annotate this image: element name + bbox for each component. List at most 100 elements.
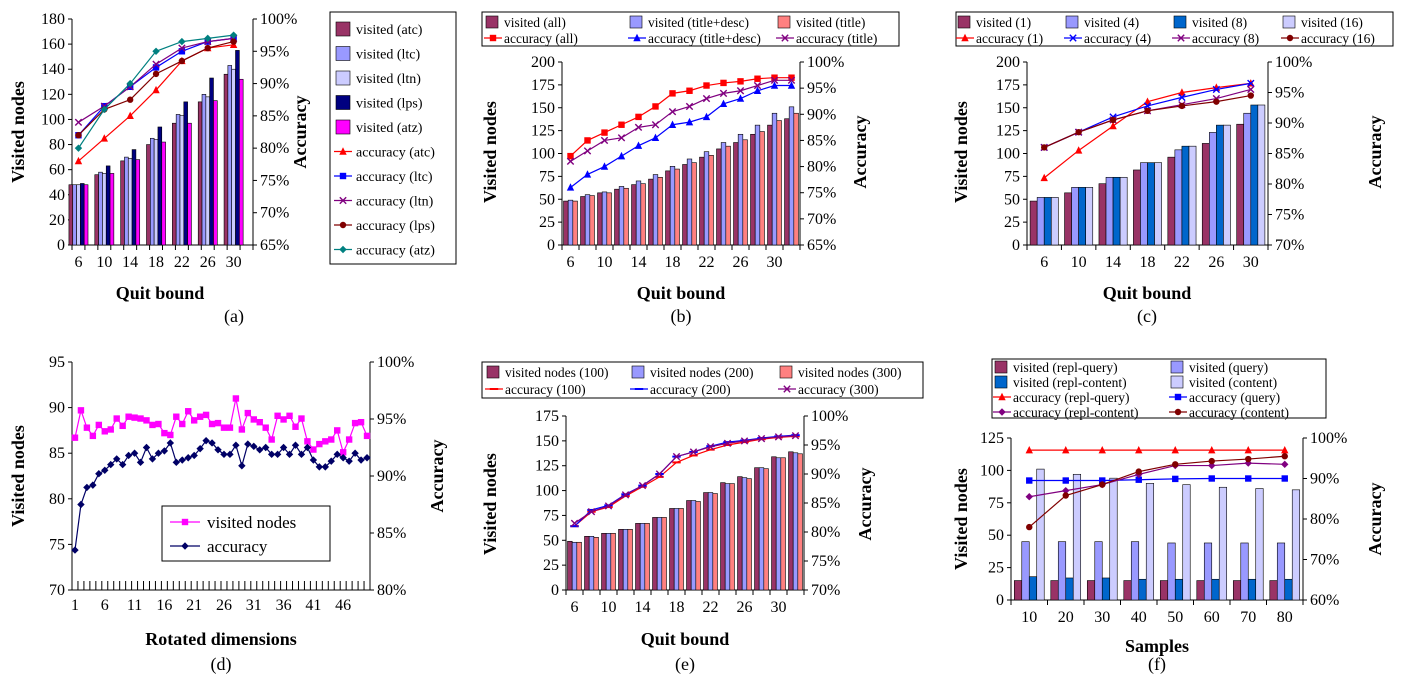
data-point: [363, 432, 371, 440]
legend-label: visited nodes (300): [798, 365, 902, 380]
data-point: [1135, 445, 1143, 454]
data-point: [1040, 173, 1048, 182]
data-point: [669, 90, 676, 97]
bar-visited-nodes-100: [754, 467, 760, 591]
bar-visited-title-desc: [584, 194, 591, 246]
bar-visited-query: [1057, 541, 1067, 601]
data-point: [226, 424, 234, 431]
x-tick-label: 10: [1071, 254, 1087, 271]
data-point: [357, 456, 365, 464]
data-point: [566, 183, 575, 191]
legend-label: accuracy (title+desc): [648, 31, 761, 46]
y2-tick-label: 85%: [807, 132, 836, 149]
legend-box: [481, 11, 900, 47]
y-tick-label: 0: [551, 582, 559, 599]
chart-e: 0 25 50 75 100 125 150 175 70% 75% 80% 85% 90% 95% 100…: [480, 361, 924, 675]
legend-box: [161, 505, 331, 562]
bar-visited-repl-content: [1138, 578, 1147, 601]
data-point: [83, 483, 91, 492]
y-tick-label: 125: [996, 123, 1020, 140]
data-point: [339, 449, 347, 456]
bar-visited-title: [572, 200, 578, 246]
legend-label: visited (ltc): [356, 48, 420, 63]
data-point: [238, 426, 246, 433]
y2-tick-label: 60%: [1310, 592, 1339, 609]
legend-label: visited (query): [1189, 360, 1268, 375]
bar-visited-4: [1105, 176, 1114, 246]
y-tick-label: 80: [49, 137, 65, 154]
bar-visited-atz: [161, 141, 166, 246]
bar-visited-ltc: [201, 94, 207, 246]
bar-visited-nodes-200: [741, 477, 748, 591]
series-line-accuracy-query: [1029, 477, 1285, 482]
bar-visited-title: [793, 112, 799, 246]
bar-visited-title-desc: [652, 174, 659, 246]
data-point: [1178, 88, 1186, 96]
y-tick-label: 120: [41, 86, 65, 103]
data-point: [238, 462, 246, 470]
data-point: [1178, 93, 1186, 102]
x-tick-label: 30: [226, 254, 242, 271]
data-point: [167, 431, 174, 439]
data-point: [600, 162, 609, 170]
x-tick-label: 1: [71, 597, 79, 614]
legend-marker: [633, 33, 641, 42]
legend-swatch: [486, 365, 500, 379]
bar-visited-nodes-200: [588, 536, 595, 591]
data-point: [363, 454, 371, 462]
y2-tick-label: 90%: [1275, 115, 1304, 132]
x-tick-label: 50: [1167, 609, 1183, 626]
bar-visited-nodes-300: [576, 541, 582, 591]
bar-visited-nodes-100: [584, 536, 590, 591]
legend-marker: [339, 245, 347, 254]
bar-visited-nodes-300: [763, 468, 769, 591]
data-point: [604, 502, 613, 510]
legend-box: [481, 361, 924, 399]
data-point: [1245, 455, 1252, 463]
y2-tick-label: 80%: [260, 140, 289, 157]
data-point: [100, 105, 109, 114]
bar-visited-lps: [157, 126, 163, 246]
data-point: [753, 86, 762, 94]
bar-visited-title-desc: [771, 112, 778, 246]
bar-visited-all: [563, 200, 569, 246]
legend-marker: [783, 385, 791, 393]
legend-marker: [181, 542, 189, 550]
bar-visited-atz: [135, 159, 141, 246]
bar-visited-16: [1050, 197, 1059, 246]
bar-visited-query: [1094, 541, 1103, 601]
y-tick-label: 80: [49, 491, 65, 508]
data-point: [357, 418, 365, 426]
legend-label: visited (title+desc): [648, 15, 749, 30]
bar-visited-repl-query: [1123, 580, 1132, 601]
legend-marker: [339, 221, 347, 229]
x-tick-label: 10: [1021, 609, 1037, 626]
y-tick-label: 200: [531, 54, 555, 71]
data-point: [262, 443, 270, 452]
x-tick-label: 18: [669, 599, 685, 616]
bar-visited-nodes-100: [686, 500, 692, 591]
data-point: [1144, 107, 1151, 115]
legend-marker: [489, 34, 497, 42]
x-tick-label: 30: [1094, 609, 1110, 626]
y-tick-label: 175: [996, 77, 1020, 94]
bar-visited-16: [1257, 104, 1266, 246]
bar-visited-repl-query: [1269, 580, 1278, 601]
data-point: [286, 412, 293, 420]
bar-visited-title: [674, 168, 680, 246]
bar-visited-nodes-200: [724, 483, 731, 591]
y2-tick-label: 70%: [1275, 237, 1304, 254]
y2-axis-title: Accuracy: [290, 96, 310, 169]
data-point: [1025, 493, 1033, 501]
bar-visited-all: [648, 178, 654, 246]
bar-visited-4: [1243, 112, 1252, 246]
y-tick-label: 60: [49, 162, 65, 179]
bar-visited-title-desc: [669, 166, 676, 246]
chart-caption: (a): [224, 306, 244, 327]
y-axis-title: Visited nodes: [951, 101, 971, 203]
data-point: [202, 436, 210, 445]
data-point: [291, 441, 300, 449]
bar-visited-nodes-100: [737, 476, 743, 591]
x-tick-label: 14: [631, 254, 647, 271]
data-point: [214, 419, 222, 427]
